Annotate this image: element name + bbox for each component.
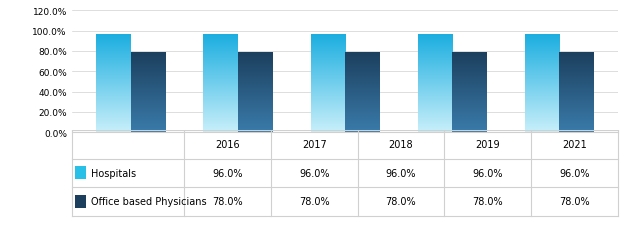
Text: Hospitals: Hospitals — [91, 168, 136, 178]
Text: 78.0%: 78.0% — [386, 196, 416, 206]
Text: 78.0%: 78.0% — [212, 196, 243, 206]
Text: 2017: 2017 — [302, 140, 326, 150]
Text: 2016: 2016 — [215, 140, 240, 150]
Text: 96.0%: 96.0% — [559, 168, 590, 178]
Text: 78.0%: 78.0% — [472, 196, 503, 206]
Bar — [75, 166, 86, 180]
Text: 2019: 2019 — [475, 140, 500, 150]
Text: 96.0%: 96.0% — [299, 168, 329, 178]
Text: 78.0%: 78.0% — [299, 196, 329, 206]
Text: Office based Physicians: Office based Physicians — [91, 196, 207, 206]
Text: 78.0%: 78.0% — [559, 196, 590, 206]
Text: 96.0%: 96.0% — [472, 168, 503, 178]
Text: 96.0%: 96.0% — [386, 168, 416, 178]
Text: 96.0%: 96.0% — [212, 168, 243, 178]
Text: 2018: 2018 — [389, 140, 413, 150]
Bar — [75, 195, 86, 208]
Text: 2021: 2021 — [562, 140, 587, 150]
